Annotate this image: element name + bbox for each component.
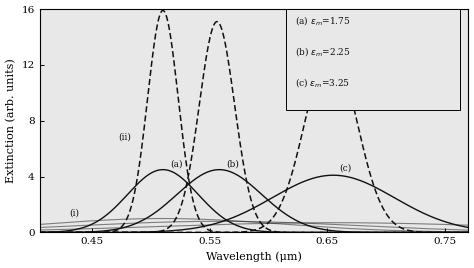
Text: (c) $\varepsilon_m$=3.25: (c) $\varepsilon_m$=3.25 [295, 76, 350, 89]
Text: (a) $\varepsilon_m$=1.75: (a) $\varepsilon_m$=1.75 [295, 13, 350, 27]
Text: (c): (c) [339, 163, 351, 172]
Text: (b): (b) [227, 159, 239, 168]
Text: (i): (i) [69, 208, 79, 217]
FancyBboxPatch shape [286, 9, 460, 110]
Text: (b) $\varepsilon_m$=2.25: (b) $\varepsilon_m$=2.25 [295, 45, 350, 58]
Text: (ii): (ii) [118, 133, 131, 142]
Text: (b) $\varepsilon_m$=2.25: (b) $\varepsilon_m$=2.25 [295, 45, 350, 58]
Y-axis label: Extinction (arb. units): Extinction (arb. units) [6, 58, 16, 183]
Text: (c) $\varepsilon_m$=3.25: (c) $\varepsilon_m$=3.25 [295, 76, 350, 89]
Text: (a): (a) [170, 159, 182, 168]
X-axis label: Wavelength (μm): Wavelength (μm) [206, 252, 302, 262]
Text: (a) $\varepsilon_m$=1.75: (a) $\varepsilon_m$=1.75 [295, 13, 350, 27]
